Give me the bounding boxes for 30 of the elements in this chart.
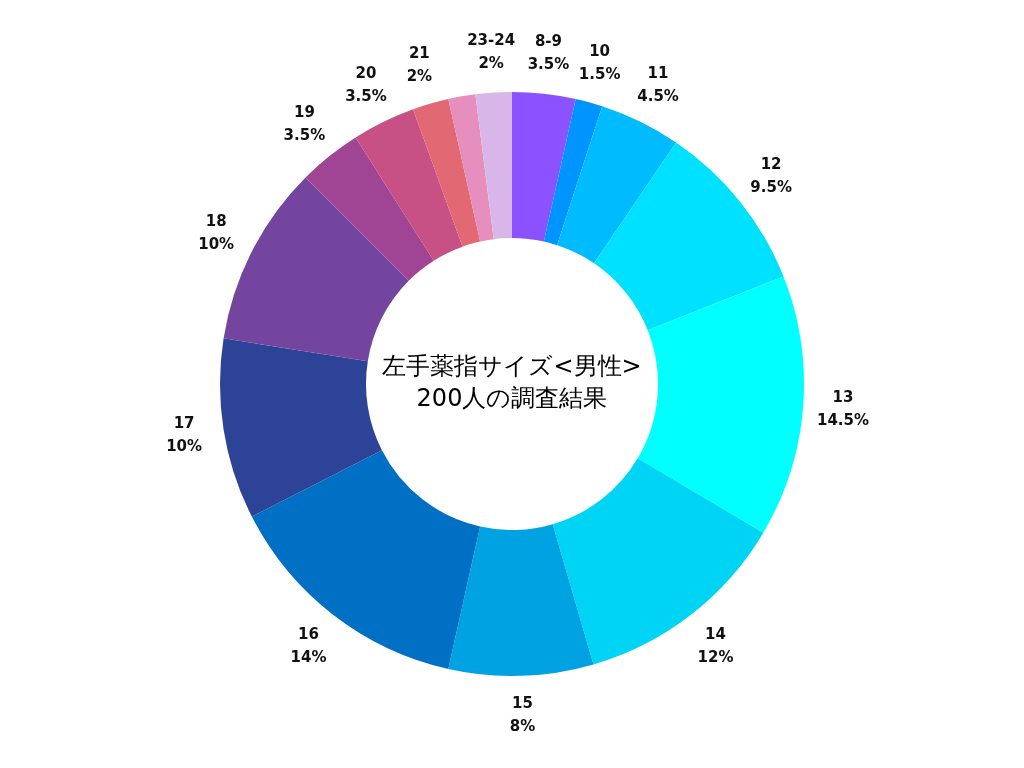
slice-label: 18: [205, 211, 227, 230]
data-label: 2%: [478, 54, 504, 73]
data-label: 14.5%: [816, 411, 869, 430]
data-label: 2%: [406, 66, 433, 85]
data-label: 12%: [697, 647, 734, 666]
data-label: 4.5%: [637, 87, 679, 106]
slice-label: 11: [647, 64, 669, 83]
data-label: 9.5%: [750, 177, 792, 196]
slice-label: 8-9: [534, 32, 562, 51]
slice-label: 15: [511, 694, 533, 713]
slice-label: 16: [298, 624, 319, 643]
data-label: 3.5%: [345, 87, 387, 106]
text: 200人の調査結果: [415, 383, 609, 414]
data-label: 3.5%: [527, 55, 570, 74]
data-label: 8%: [509, 717, 536, 736]
slice-label: 17: [173, 414, 195, 433]
slice-label: 20: [355, 64, 377, 83]
slice-label: 19: [293, 103, 315, 122]
data-label: 3.5%: [283, 126, 326, 145]
data-label: 1.5%: [578, 65, 621, 84]
slice-label: 21: [408, 43, 430, 62]
slice-label: 12: [760, 154, 782, 173]
data-label: 10%: [166, 437, 203, 456]
slice-label: 13: [832, 388, 854, 407]
slice-label: 14: [705, 624, 726, 643]
slice-label: 23-24: [467, 31, 516, 50]
slice-label: 10: [589, 42, 611, 61]
text: 左手薬指サイズ<男性>: [381, 351, 643, 382]
data-label: 10%: [198, 234, 235, 253]
data-label: 14%: [290, 647, 327, 666]
